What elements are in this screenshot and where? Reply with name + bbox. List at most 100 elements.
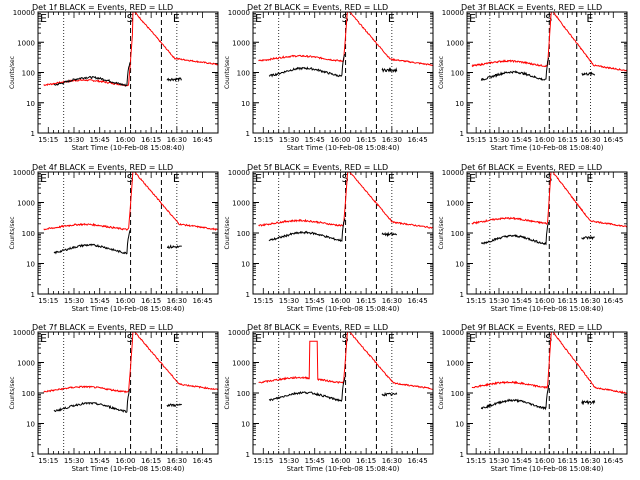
y-tick-label: 10000 bbox=[13, 169, 35, 177]
x-axis-label: Start Time (10-Feb-08 15:08:40) bbox=[286, 305, 399, 313]
y-tick-label: 1 bbox=[460, 130, 464, 138]
panel-title: Det 6f BLACK = Events, RED = LLD bbox=[461, 163, 602, 172]
interval-marker: S bbox=[545, 172, 552, 185]
series-lld bbox=[43, 12, 218, 87]
x-tick-label: 15:30 bbox=[64, 297, 84, 305]
y-tick-label: 1000 bbox=[446, 360, 464, 368]
x-axis-label: Start Time (10-Feb-08 15:08:40) bbox=[490, 465, 603, 473]
y-tick-label: 100 bbox=[237, 390, 250, 398]
x-tick-label: 16:30 bbox=[382, 297, 402, 305]
x-tick-label: 15:15 bbox=[38, 136, 58, 144]
x-axis-label: Start Time (10-Feb-08 15:08:40) bbox=[490, 305, 603, 313]
x-tick-label: 16:30 bbox=[382, 136, 402, 144]
x-axis-label: Start Time (10-Feb-08 15:08:40) bbox=[71, 144, 184, 152]
y-tick-label: 10000 bbox=[228, 9, 250, 17]
interval-marker: E bbox=[469, 332, 476, 345]
x-axis-label: Start Time (10-Feb-08 15:08:40) bbox=[71, 465, 184, 473]
interval-marker: E bbox=[173, 172, 180, 185]
x-tick-label: 15:45 bbox=[90, 457, 110, 465]
interval-marker: E bbox=[469, 12, 476, 25]
x-tick-label: 16:15 bbox=[141, 297, 161, 305]
x-tick-label: 16:15 bbox=[141, 457, 161, 465]
x-axis-label: Start Time (10-Feb-08 15:08:40) bbox=[286, 144, 399, 152]
x-tick-label: 15:45 bbox=[90, 297, 110, 305]
x-tick-label: 15:30 bbox=[489, 136, 509, 144]
series-events bbox=[480, 384, 596, 411]
plot-frame bbox=[466, 331, 628, 455]
y-axis-label: Counts/sec bbox=[9, 216, 16, 249]
panel-title: Det 5f BLACK = Events, RED = LLD bbox=[247, 163, 388, 172]
x-tick-label: 16:00 bbox=[115, 136, 135, 144]
y-tick-label: 1000 bbox=[232, 360, 250, 368]
x-tick-label: 15:30 bbox=[64, 136, 84, 144]
y-tick-label: 10 bbox=[26, 100, 35, 108]
x-tick-label: 16:00 bbox=[330, 136, 350, 144]
y-tick-label: 10000 bbox=[228, 169, 250, 177]
series-lld bbox=[258, 332, 433, 390]
x-tick-label: 16:45 bbox=[192, 457, 212, 465]
x-tick-label: 16:30 bbox=[167, 136, 187, 144]
series-events bbox=[268, 218, 398, 242]
y-tick-label: 1 bbox=[246, 451, 250, 459]
y-tick-label: 10000 bbox=[228, 329, 250, 337]
x-tick-label: 16:45 bbox=[192, 297, 212, 305]
plot-frame bbox=[252, 171, 434, 295]
x-tick-label: 16:15 bbox=[557, 297, 577, 305]
panel-det-5: Det 5f BLACK = Events, RED = LLD 1 10 100 10… bbox=[224, 163, 434, 313]
y-tick-label: 100 bbox=[237, 70, 250, 78]
x-tick-label: 16:15 bbox=[356, 136, 376, 144]
y-tick-label: 100 bbox=[237, 230, 250, 238]
y-tick-label: 10000 bbox=[13, 329, 35, 337]
series-lld bbox=[43, 172, 218, 232]
panel-title: Det 1f BLACK = Events, RED = LLD bbox=[32, 3, 173, 12]
interval-marker: S bbox=[545, 332, 552, 345]
x-tick-label: 15:45 bbox=[305, 297, 325, 305]
x-tick-label: 16:30 bbox=[167, 457, 187, 465]
x-tick-label: 16:45 bbox=[407, 457, 427, 465]
x-tick-label: 16:45 bbox=[407, 297, 427, 305]
interval-marker: E bbox=[40, 12, 47, 25]
interval-marker: E bbox=[388, 172, 395, 185]
y-axis-label: Counts/sec bbox=[224, 56, 231, 89]
interval-marker: S bbox=[127, 332, 134, 345]
interval-marker: E bbox=[255, 332, 262, 345]
y-axis-label: Counts/sec bbox=[9, 56, 16, 89]
y-tick-label: 100 bbox=[22, 390, 35, 398]
plot-frame bbox=[37, 171, 219, 295]
series-lld bbox=[258, 172, 433, 229]
y-tick-label: 100 bbox=[22, 70, 35, 78]
interval-marker: S bbox=[342, 12, 349, 25]
panel-det-4: Det 4f BLACK = Events, RED = LLD 1 10 100 10… bbox=[9, 163, 219, 313]
x-tick-label: 16:00 bbox=[115, 297, 135, 305]
x-tick-label: 15:15 bbox=[253, 457, 273, 465]
x-tick-label: 16:45 bbox=[192, 136, 212, 144]
x-tick-label: 15:30 bbox=[489, 457, 509, 465]
y-tick-label: 1000 bbox=[17, 39, 35, 47]
plot-frame bbox=[252, 11, 434, 134]
y-tick-label: 10 bbox=[241, 421, 250, 429]
series-events bbox=[268, 53, 398, 78]
x-tick-label: 15:45 bbox=[305, 136, 325, 144]
interval-marker: S bbox=[342, 172, 349, 185]
y-tick-label: 100 bbox=[451, 70, 464, 78]
y-tick-label: 1000 bbox=[446, 39, 464, 47]
x-tick-label: 16:30 bbox=[580, 457, 600, 465]
y-tick-label: 10 bbox=[26, 421, 35, 429]
y-axis-label: Counts/sec bbox=[224, 216, 231, 249]
x-axis-label: Start Time (10-Feb-08 15:08:40) bbox=[286, 465, 399, 473]
x-tick-label: 15:30 bbox=[489, 297, 509, 305]
y-axis-label: Counts/sec bbox=[438, 376, 445, 409]
x-tick-label: 15:30 bbox=[64, 457, 84, 465]
y-tick-label: 1000 bbox=[446, 200, 464, 208]
series-events bbox=[480, 57, 596, 82]
x-tick-label: 16:30 bbox=[580, 297, 600, 305]
y-tick-label: 1 bbox=[31, 291, 35, 299]
series-events bbox=[53, 230, 182, 255]
y-tick-label: 10 bbox=[241, 100, 250, 108]
x-tick-label: 15:45 bbox=[512, 136, 532, 144]
y-tick-label: 10000 bbox=[13, 9, 35, 17]
interval-marker: E bbox=[255, 172, 262, 185]
x-tick-label: 16:45 bbox=[603, 457, 623, 465]
panel-det-3: Det 3f BLACK = Events, RED = LLD 1 10 100 10… bbox=[438, 3, 628, 152]
